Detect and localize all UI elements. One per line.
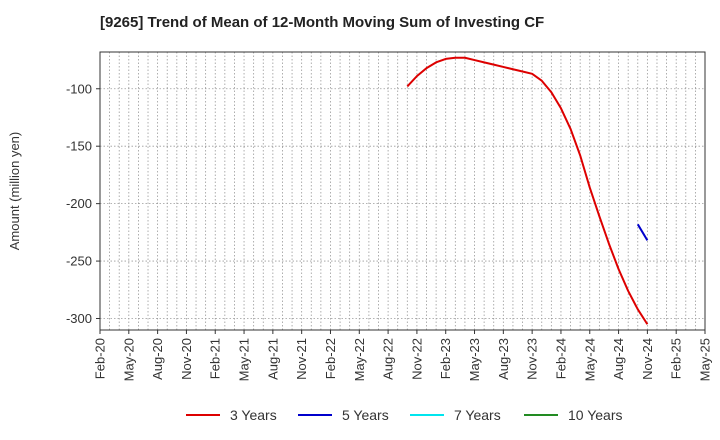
legend-item-5-years: 5 Years — [298, 404, 389, 426]
plot-frame — [99, 51, 706, 331]
chart-title: [9265] Trend of Mean of 12-Month Moving … — [100, 14, 545, 31]
x-tick-label: Aug-23 — [496, 338, 511, 380]
plot-background — [100, 52, 705, 330]
legend-item-3-years: 3 Years — [186, 404, 277, 426]
x-tick-label: May-22 — [352, 338, 367, 381]
x-tick-label: Aug-20 — [150, 338, 165, 380]
y-tick-label: -250 — [66, 254, 92, 269]
x-tick-label: Aug-24 — [611, 338, 626, 380]
x-tick-label: Nov-22 — [409, 338, 424, 380]
grid — [100, 52, 705, 330]
x-tick-label: Feb-24 — [553, 338, 568, 379]
legend-swatch-10-years — [524, 414, 558, 416]
legend-label-10-years: 10 Years — [568, 407, 623, 423]
series-lines — [406, 56, 649, 325]
y-axis-label: Amount (million yen) — [7, 132, 22, 251]
x-tick-label: Aug-21 — [265, 338, 280, 380]
x-tick-label: May-23 — [467, 338, 482, 381]
legend-item-7-years: 7 Years — [410, 404, 501, 426]
y-tick-label: -100 — [66, 81, 92, 96]
x-axis: Feb-20 May-20 Aug-20 Nov-20 Feb-21 May-21 Aug-… — [93, 330, 713, 381]
legend: 3 Years 5 Years 7 Years 10 Years — [0, 404, 720, 426]
series-line-5-years — [636, 223, 649, 241]
x-tick-label: May-21 — [237, 338, 252, 381]
series-line-3-years — [406, 56, 649, 325]
x-tick-label: Nov-23 — [525, 338, 540, 380]
x-tick-label: May-20 — [121, 338, 136, 381]
x-tick-label: Nov-24 — [640, 338, 655, 380]
x-tick-label: Feb-23 — [438, 338, 453, 379]
legend-label-5-years: 5 Years — [342, 407, 389, 423]
y-tick-label: -150 — [66, 139, 92, 154]
x-tick-label: Aug-22 — [381, 338, 396, 380]
x-tick-label: Feb-22 — [323, 338, 338, 379]
legend-label-7-years: 7 Years — [454, 407, 501, 423]
y-tick-label: -300 — [66, 311, 92, 326]
line-chart: -100 -150 -200 -250 -300 Feb-20 May-20 Aug-20 N… — [7, 51, 713, 381]
legend-label-3-years: 3 Years — [230, 407, 277, 423]
x-tick-label: Feb-21 — [208, 338, 223, 379]
x-tick-label: May-24 — [582, 338, 597, 381]
x-tick-label: Nov-21 — [294, 338, 309, 380]
x-tick-label: Feb-20 — [93, 338, 108, 379]
legend-swatch-7-years — [410, 414, 444, 416]
x-tick-label: May-25 — [698, 338, 713, 381]
x-tick-label: Nov-20 — [179, 338, 194, 380]
legend-swatch-3-years — [186, 414, 220, 416]
y-tick-label: -200 — [66, 196, 92, 211]
legend-swatch-5-years — [298, 414, 332, 416]
legend-item-10-years: 10 Years — [524, 404, 623, 426]
y-axis: -100 -150 -200 -250 -300 — [66, 81, 100, 326]
x-tick-label: Feb-25 — [669, 338, 684, 379]
